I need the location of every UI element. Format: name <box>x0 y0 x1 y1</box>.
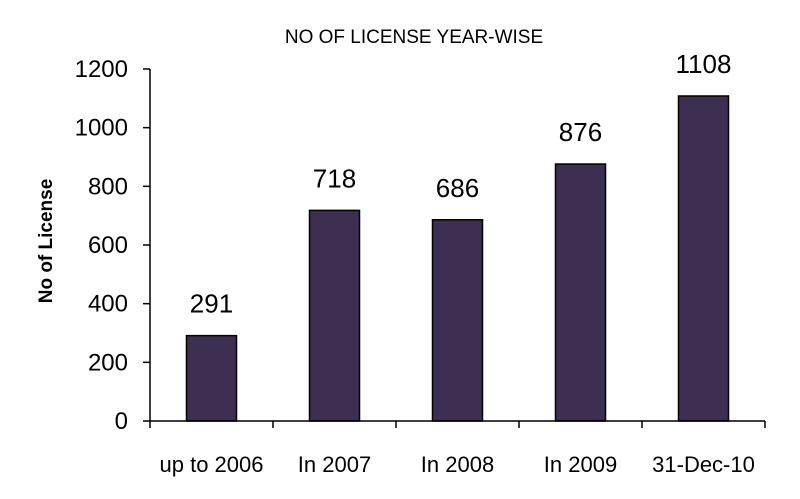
bars <box>185 95 730 422</box>
bar <box>554 163 607 422</box>
y-tick-label: 400 <box>88 291 128 318</box>
y-axis-label: No of License <box>36 179 57 304</box>
data-label: 1108 <box>676 49 732 79</box>
y-tick-label: 600 <box>88 232 128 259</box>
chart-title: NO OF LICENSE YEAR-WISE <box>285 27 543 48</box>
x-tick-label: In 2007 <box>298 452 371 477</box>
y-tick-label: 800 <box>88 173 128 200</box>
x-tick-label: In 2009 <box>544 452 617 477</box>
data-label: 291 <box>190 289 233 319</box>
y-tick-label: 200 <box>88 349 128 376</box>
data-label: 686 <box>436 173 479 203</box>
bar <box>308 209 361 422</box>
bar <box>431 219 484 422</box>
y-tick-label: 1200 <box>75 56 128 83</box>
data-label: 718 <box>313 163 356 193</box>
y-axis-ticks: 0 200 400 600 800 1000 1200 <box>75 56 150 435</box>
x-axis-ticks: up to 2006 In 2007 In 2008 In 2009 31-Dec-10 <box>149 421 766 477</box>
y-tick-label: 0 <box>115 408 128 435</box>
x-tick-label: In 2008 <box>421 452 494 477</box>
y-tick-label: 1000 <box>75 115 128 142</box>
x-tick-label: 31-Dec-10 <box>652 452 755 477</box>
data-labels: 291 718 686 876 1108 <box>190 49 732 319</box>
x-tick-label: up to 2006 <box>160 452 264 477</box>
bar <box>185 334 238 422</box>
bar <box>677 95 730 422</box>
data-label: 876 <box>559 117 602 147</box>
